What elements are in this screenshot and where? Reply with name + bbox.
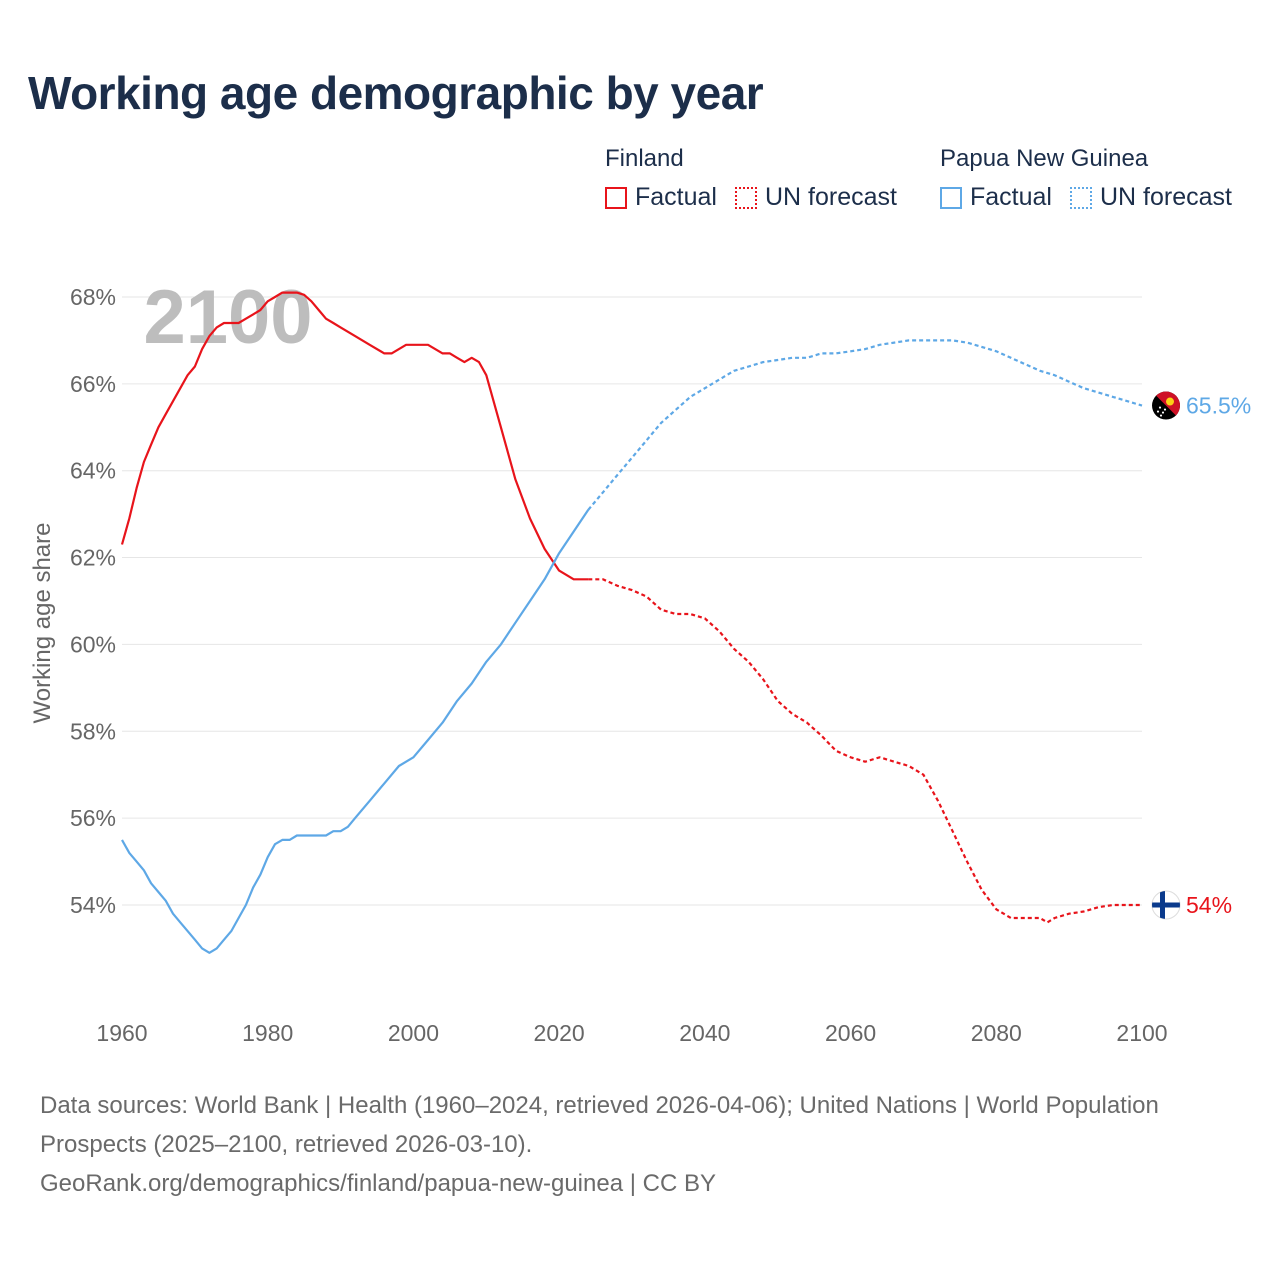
x-tick-label: 2080	[971, 1020, 1022, 1046]
end-value-label-papua-new-guinea: 65.5%	[1186, 393, 1251, 419]
y-tick-label: 64%	[70, 458, 116, 484]
end-value-label-finland: 54%	[1186, 892, 1232, 918]
chart-title: Working age demographic by year	[28, 67, 764, 119]
legend-item-finland-factual[interactable]: Factual	[605, 183, 717, 212]
y-tick-label: 66%	[70, 371, 116, 397]
y-tick-label: 58%	[70, 718, 116, 744]
series-lines	[120, 291, 1143, 954]
y-tick-label: 60%	[70, 631, 116, 657]
x-tick-label: 2100	[1116, 1020, 1167, 1046]
papua-new-guinea-flag-icon	[1152, 391, 1180, 420]
x-tick-label: 1980	[242, 1020, 293, 1046]
legend-country-papua-new-guinea: Papua New Guinea	[940, 145, 1149, 172]
legend-label-png-forecast: UN forecast	[1099, 183, 1232, 211]
line-chart: 2100 54% 56% 58% 60% 62% 64% 66% 68% 1960 1980 20…	[29, 275, 1251, 1046]
legend-item-png-forecast[interactable]: UN forecast	[1069, 183, 1232, 212]
series-line-finland-forecast[interactable]	[588, 578, 1142, 924]
series-line-papua-new-guinea-factual[interactable]	[121, 509, 590, 954]
finland-flag-icon	[1151, 890, 1181, 920]
legend-item-png-factual[interactable]: Factual	[940, 183, 1052, 212]
grid-lines	[122, 296, 1142, 906]
y-tick-label: 62%	[70, 545, 116, 571]
y-axis-label: Working age share	[29, 523, 56, 724]
data-sources: Data sources: World Bank | Health (1960–…	[40, 1092, 1159, 1158]
y-tick-label: 54%	[70, 892, 116, 918]
legend-swatch-finland-forecast	[734, 186, 757, 209]
legend-swatch-png-factual	[940, 186, 962, 209]
attribution: GeoRank.org/demographics/finland/papua-n…	[40, 1170, 716, 1197]
series-line-papua-new-guinea-forecast[interactable]	[587, 339, 1143, 511]
y-axis-ticks: 54% 56% 58% 60% 62% 64% 66% 68%	[70, 284, 116, 918]
legend-item-finland-forecast[interactable]: UN forecast	[734, 183, 897, 212]
year-watermark: 2100	[143, 275, 312, 360]
legend-label-finland-forecast: UN forecast	[764, 183, 897, 211]
series-line-finland-factual[interactable]	[120, 291, 589, 581]
x-tick-label: 2020	[534, 1020, 585, 1046]
legend-group-finland: Finland Factual UN forecast	[605, 145, 915, 212]
x-tick-label: 2000	[388, 1020, 439, 1046]
y-tick-label: 56%	[70, 805, 116, 831]
y-tick-label: 68%	[70, 284, 116, 310]
footer: Data sources: World Bank | Health (1960–…	[40, 1086, 1200, 1203]
legend-label-png-factual: Factual	[970, 183, 1052, 211]
legend-label-finland-factual: Factual	[635, 183, 717, 211]
x-tick-label: 2060	[825, 1020, 876, 1046]
legend-group-papua-new-guinea: Papua New Guinea Factual UN forecast	[940, 145, 1232, 212]
x-tick-label: 1960	[96, 1020, 147, 1046]
x-tick-label: 2040	[679, 1020, 730, 1046]
legend-swatch-finland-factual	[605, 186, 627, 209]
legend-swatch-png-forecast	[1069, 186, 1092, 209]
end-markers: 54% 65.5%	[1151, 391, 1251, 920]
x-axis-ticks: 1960 1980 2000 2020 2040 2060 2080 2100	[96, 1020, 1167, 1046]
legend-country-finland: Finland	[605, 145, 684, 172]
